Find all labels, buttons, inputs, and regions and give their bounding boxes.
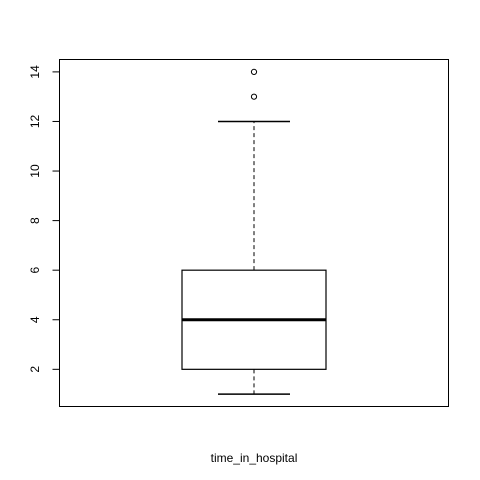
y-tick-label: 6 [28,267,42,274]
y-tick-label: 4 [28,316,42,323]
y-axis: 2 4 6 8 10 12 14 [28,65,60,373]
y-tick-label: 8 [28,217,42,224]
y-tick-label: 12 [28,114,42,128]
y-tick-label: 10 [28,164,42,178]
x-axis-title: time_in_hospital [211,451,298,465]
box-plot [181,68,327,395]
y-tick-label: 14 [28,65,42,79]
outlier-point [250,68,258,75]
y-tick-label: 2 [28,366,42,373]
outlier-point [250,93,258,100]
